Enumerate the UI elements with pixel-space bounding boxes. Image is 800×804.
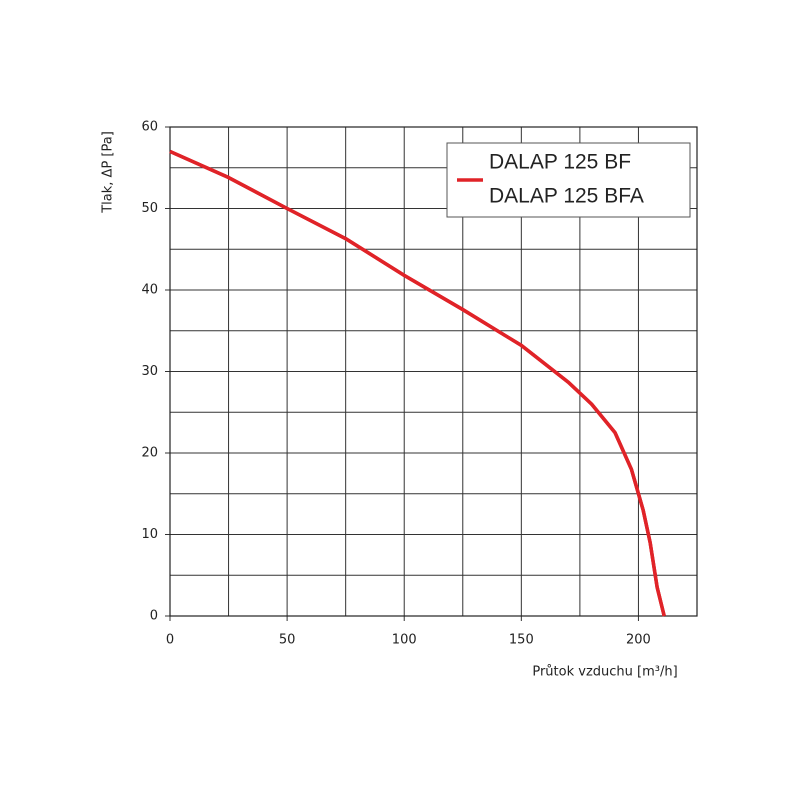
y-tick-label: 10 xyxy=(141,527,158,542)
y-tick-label: 50 xyxy=(141,201,158,216)
x-tick-label: 200 xyxy=(626,633,651,648)
y-axis-label: Tlak, ΔP [Pa] xyxy=(101,131,116,214)
x-tick-label: 100 xyxy=(392,633,417,648)
x-axis-label: Průtok vzduchu [m³/h] xyxy=(532,665,677,680)
y-tick-label: 60 xyxy=(141,120,158,135)
series-line xyxy=(169,149,666,617)
y-tick-label: 40 xyxy=(141,283,158,298)
legend-label: DALAP 125 BF xyxy=(489,151,631,174)
legend-label: DALAP 125 BFA xyxy=(489,185,644,208)
x-tick-label: 150 xyxy=(509,633,534,648)
series-line xyxy=(169,149,666,617)
y-tick-label: 30 xyxy=(141,364,158,379)
plot-frame xyxy=(169,126,698,617)
x-tick-label: 0 xyxy=(166,633,174,648)
y-tick-label: 0 xyxy=(150,609,158,624)
y-tick-label: 20 xyxy=(141,446,158,461)
legend-box xyxy=(446,142,691,218)
x-tick-label: 50 xyxy=(279,633,296,648)
